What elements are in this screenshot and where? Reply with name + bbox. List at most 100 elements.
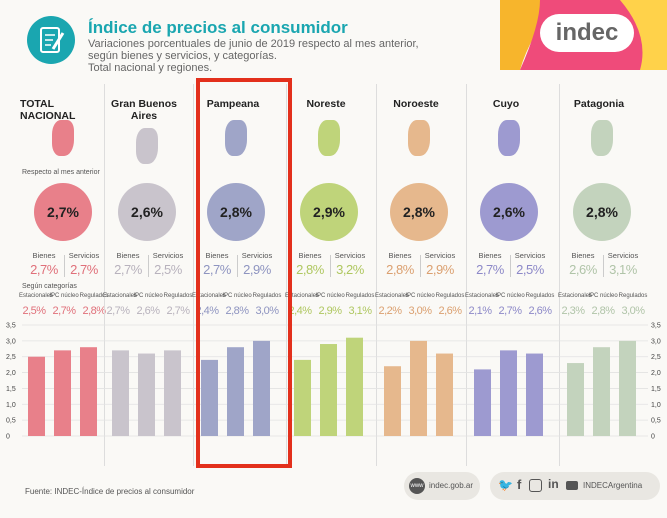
category-value-estacionales: 2,4% <box>195 305 219 317</box>
category-value-estacionales: 2,4% <box>288 305 312 317</box>
servicios-value: 2,5% <box>516 262 544 277</box>
category-value-nucleo: 2,9% <box>318 305 342 317</box>
category-value-nucleo: 3,0% <box>408 305 432 317</box>
bar-estacionales <box>567 363 584 436</box>
category-label-regulados: Regulados <box>525 293 555 299</box>
region-name: TOTAL NACIONAL <box>20 98 76 122</box>
servicios-value: 2,5% <box>154 262 182 277</box>
region-map-icon <box>498 120 520 156</box>
category-label-estacionales: Estacionales <box>192 293 227 299</box>
y-tick-label-right: 2,0 <box>651 370 661 377</box>
bienes-value: 2,7% <box>203 262 231 277</box>
website-link[interactable]: indec.gob.ar <box>429 481 474 490</box>
bienes-servicios-divider <box>237 255 238 277</box>
bienes-servicios-divider <box>420 255 421 277</box>
servicios-value: 2,7% <box>70 262 98 277</box>
linkedin-icon[interactable]: in <box>548 477 559 491</box>
servicios-label: Servicios <box>152 251 184 260</box>
column-divider <box>104 84 105 466</box>
servicios-label: Servicios <box>607 251 639 260</box>
region-name: Noreste <box>306 98 346 110</box>
bar-estacionales <box>294 359 311 436</box>
servicios-label: Servicios <box>424 251 456 260</box>
bar-estacionales <box>112 350 129 436</box>
servicios-label: Servicios <box>241 251 273 260</box>
category-label-regulados: Regulados <box>618 293 648 299</box>
category-label-regulados: Regulados <box>252 293 282 299</box>
category-value-estacionales: 2,7% <box>106 305 130 317</box>
bar-estacionales <box>474 369 491 436</box>
category-value-estacionales: 2,3% <box>561 305 585 317</box>
category-value-nucleo: 2,8% <box>591 305 615 317</box>
servicios-value: 3,2% <box>336 262 364 277</box>
bar-ipc-n-cleo <box>410 340 427 436</box>
category-label-estacionales: Estacionales <box>19 293 54 299</box>
bienes-label: Bienes <box>478 251 502 260</box>
monthly-section-label: Respecto al mes anterior <box>22 169 100 176</box>
category-value-estacionales: 2,2% <box>378 305 402 317</box>
column-divider <box>193 84 194 466</box>
monthly-total-circle: 2,8% <box>573 183 631 241</box>
website-pill[interactable]: www indec.gob.ar <box>404 472 480 500</box>
region-name: Patagonia <box>573 98 625 110</box>
y-tick-label-left: 2,5 <box>6 354 16 361</box>
category-value-estacionales: 2,1% <box>468 305 492 317</box>
column-divider <box>376 84 377 466</box>
category-label-estacionales: Estacionales <box>558 293 593 299</box>
bienes-value: 2,7% <box>476 262 504 277</box>
bar-estacionales <box>28 356 45 436</box>
bar-ipc-n-cleo <box>320 344 337 436</box>
region-name: Noroeste <box>393 98 439 110</box>
social-handle[interactable]: INDECArgentina <box>583 481 643 490</box>
y-tick-label-left: 0 <box>6 434 10 441</box>
social-pill: 🐦 f in INDECArgentina <box>490 472 660 500</box>
youtube-icon[interactable] <box>566 481 578 490</box>
www-icon: www <box>409 478 425 494</box>
bienes-value: 2,7% <box>114 262 142 277</box>
bienes-servicios-divider <box>510 255 511 277</box>
region-name: Gran Buenos Aires <box>111 98 177 122</box>
y-tick-label-right: 3,0 <box>651 338 661 345</box>
servicios-value: 2,9% <box>426 262 454 277</box>
monthly-total-circle: 2,6% <box>480 183 538 241</box>
category-label-nucleo: IPC núcleo <box>133 293 163 299</box>
category-label-nucleo: IPC núcleo <box>315 293 345 299</box>
category-label-nucleo: IPC núcleo <box>495 293 525 299</box>
category-label-nucleo: IPC núcleo <box>588 293 618 299</box>
bienes-label: Bienes <box>32 251 56 260</box>
category-value-regulados: 3,1% <box>348 305 372 317</box>
bar-regulados <box>526 353 543 436</box>
twitter-icon[interactable]: 🐦 <box>498 478 513 492</box>
bienes-value: 2,6% <box>569 262 597 277</box>
region-name: Cuyo <box>492 98 520 110</box>
bienes-servicios-divider <box>330 255 331 277</box>
category-value-regulados: 3,0% <box>621 305 645 317</box>
facebook-icon[interactable]: f <box>517 477 522 492</box>
indec-logo: indec <box>540 14 634 52</box>
category-value-regulados: 2,8% <box>82 305 106 317</box>
category-value-nucleo: 2,8% <box>225 305 249 317</box>
y-tick-label-left: 1,0 <box>6 402 16 409</box>
region-map-icon <box>318 120 340 156</box>
servicios-label: Servicios <box>334 251 366 260</box>
bienes-value: 2,8% <box>386 262 414 277</box>
category-label-nucleo: IPC núcleo <box>222 293 252 299</box>
bienes-servicios-divider <box>64 255 65 277</box>
category-value-regulados: 2,6% <box>438 305 462 317</box>
category-value-regulados: 2,7% <box>166 305 190 317</box>
y-tick-label-right: 2,5 <box>651 354 661 361</box>
categories-section-label: Según categorías <box>22 283 77 290</box>
y-tick-label-right: 0 <box>651 434 655 441</box>
category-value-nucleo: 2,6% <box>136 305 160 317</box>
monthly-total-circle: 2,7% <box>34 183 92 241</box>
bienes-label: Bienes <box>571 251 595 260</box>
category-value-nucleo: 2,7% <box>498 305 522 317</box>
category-bar-chart: 0 0 0,5 0,5 1,0 1,0 1,5 1,5 2,0 2,0 2,5 2,5 3,0 3,0 3,… <box>6 323 661 441</box>
y-tick-label-left: 2,0 <box>6 370 16 377</box>
subtitle-line-2: según bienes y servicios, y categorías. <box>88 50 277 62</box>
bar-regulados <box>346 337 363 436</box>
region-map-icon <box>591 120 613 156</box>
bar-ipc-n-cleo <box>138 353 155 436</box>
subtitle-line-1: Variaciones porcentuales de junio de 201… <box>88 38 419 50</box>
instagram-icon[interactable] <box>529 479 542 492</box>
